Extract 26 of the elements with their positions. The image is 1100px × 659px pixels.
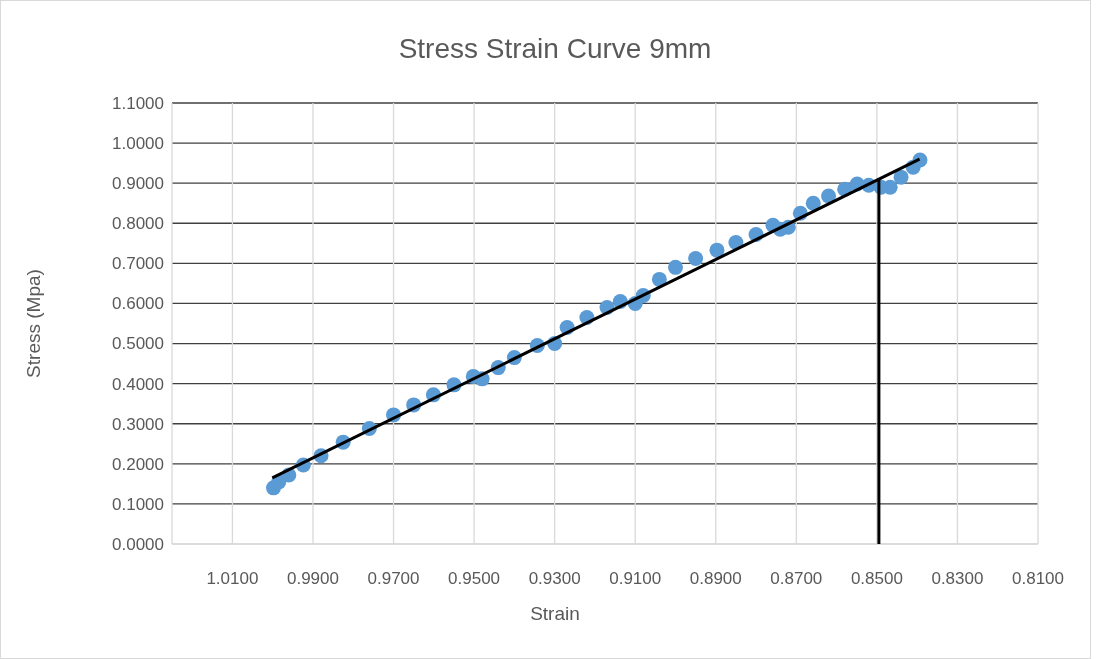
x-tick-label: 0.9300 [528, 569, 581, 588]
x-tick-label: 0.9100 [609, 569, 662, 588]
y-tick-label: 1.1000 [112, 93, 164, 113]
y-tick-label: 0.0000 [112, 534, 164, 554]
y-tick-label: 0.8000 [112, 214, 164, 234]
y-axis-title: Stress (Mpa) [23, 269, 44, 378]
y-tick-label: 0.4000 [112, 374, 164, 394]
x-tick-label: 0.8700 [770, 569, 823, 588]
x-tick-label: 0.8900 [689, 569, 742, 588]
y-tick-label: 0.7000 [112, 254, 164, 274]
y-tick-label: 1.0000 [112, 134, 164, 154]
chart-title: Stress Strain Curve 9mm [398, 33, 712, 64]
x-tick-label: 1.0100 [206, 569, 259, 588]
x-axis-title: Strain [530, 603, 580, 624]
y-tick-label: 0.3000 [112, 414, 164, 434]
x-tick-label: 0.9900 [286, 569, 339, 588]
y-tick-label: 0.1000 [112, 494, 164, 514]
y-tick-label: 0.5000 [112, 334, 164, 354]
y-tick-label: 0.6000 [112, 294, 164, 314]
x-tick-label: 0.9500 [448, 569, 501, 588]
x-tick-label: 0.8300 [931, 569, 984, 588]
y-tick-label: 0.2000 [112, 454, 164, 474]
x-tick-label: 0.9700 [367, 569, 420, 588]
x-tick-label: 0.8500 [850, 569, 903, 588]
y-tick-label: 0.9000 [112, 174, 164, 194]
x-tick-label: 0.8100 [1012, 569, 1064, 588]
